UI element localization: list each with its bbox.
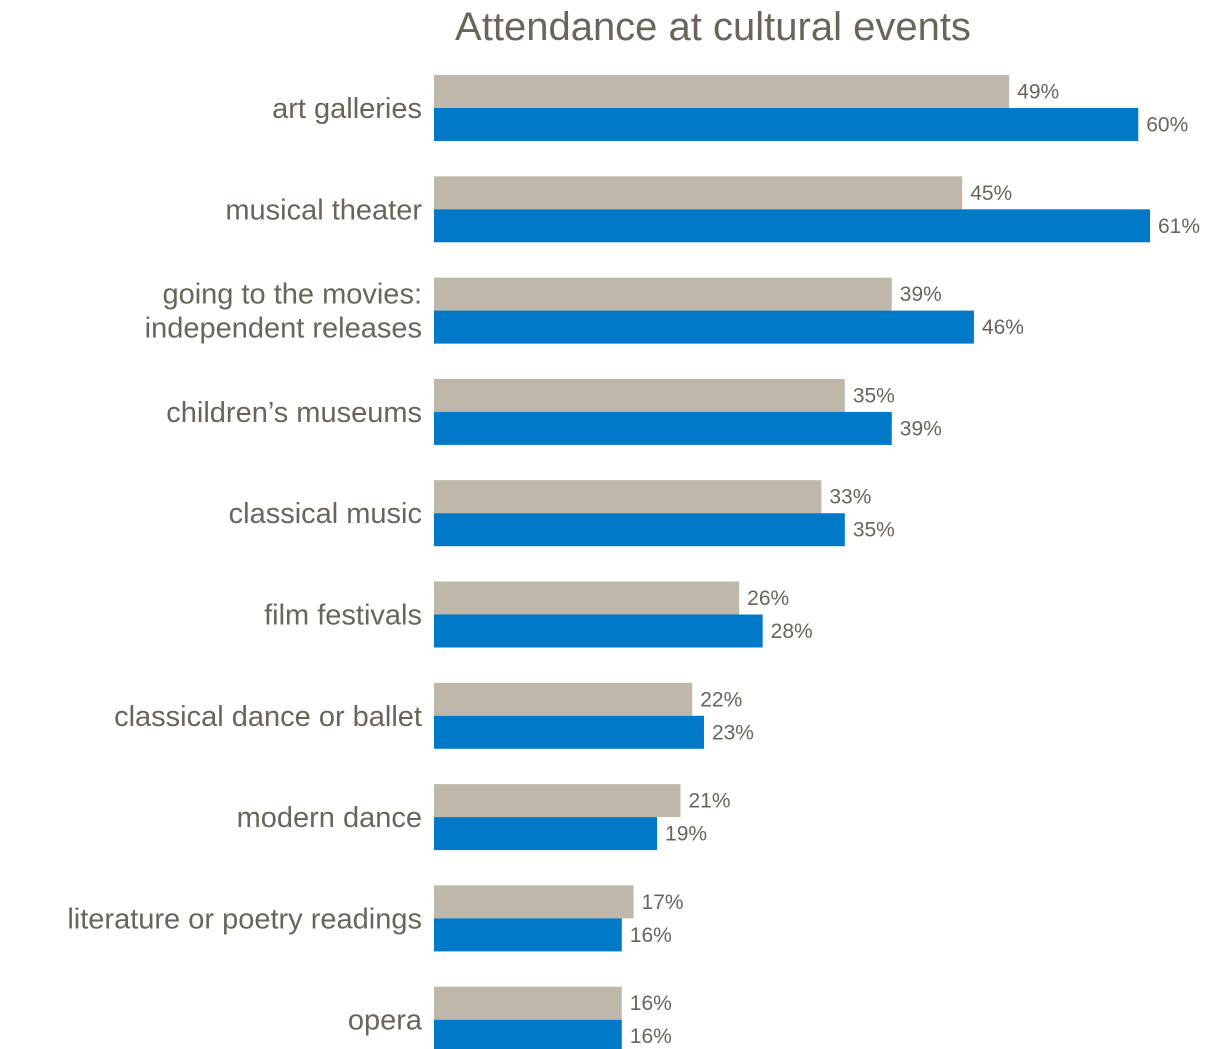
value-label-gray-7: 21% bbox=[688, 790, 730, 813]
category-label-2-line-0: going to the movies: bbox=[162, 279, 422, 311]
category-label-6: classical dance or ballet bbox=[114, 701, 422, 733]
category-label-0: art galleries bbox=[272, 93, 422, 125]
value-label-gray-6: 22% bbox=[700, 688, 742, 711]
bars-layer bbox=[434, 75, 1150, 1049]
bar-gray-7 bbox=[434, 784, 681, 818]
bar-gray-6 bbox=[434, 682, 693, 716]
bar-gray-8 bbox=[434, 885, 634, 919]
value-label-blue-2: 46% bbox=[982, 316, 1024, 339]
category-label-1: musical theater bbox=[225, 194, 422, 226]
bar-blue-4 bbox=[434, 513, 845, 547]
bar-gray-9 bbox=[434, 986, 622, 1020]
value-label-blue-8: 16% bbox=[630, 924, 672, 947]
bar-gray-3 bbox=[434, 378, 845, 412]
value-label-blue-0: 60% bbox=[1146, 114, 1188, 137]
bar-blue-3 bbox=[434, 411, 892, 445]
value-label-gray-8: 17% bbox=[642, 891, 684, 914]
value-label-gray-5: 26% bbox=[747, 587, 789, 610]
value-label-gray-3: 35% bbox=[853, 384, 895, 407]
bar-gray-5 bbox=[434, 581, 740, 615]
bar-blue-1 bbox=[434, 209, 1150, 243]
labels-layer: 49% 60% art galleries 45% 61% musical theater… bbox=[67, 81, 1200, 1049]
bar-blue-5 bbox=[434, 614, 763, 648]
value-label-gray-1: 45% bbox=[970, 182, 1012, 205]
category-label-7: modern dance bbox=[237, 802, 422, 834]
value-label-gray-9: 16% bbox=[630, 992, 672, 1015]
value-label-blue-4: 35% bbox=[853, 519, 895, 542]
bar-blue-8 bbox=[434, 918, 622, 952]
value-label-blue-6: 23% bbox=[712, 721, 754, 744]
category-label-3: children’s museums bbox=[166, 397, 422, 429]
value-label-gray-0: 49% bbox=[1017, 81, 1059, 104]
value-label-blue-5: 28% bbox=[771, 620, 813, 643]
bar-blue-0 bbox=[434, 108, 1139, 141]
bar-gray-4 bbox=[434, 480, 822, 514]
value-label-blue-9: 16% bbox=[630, 1025, 672, 1048]
bar-gray-2 bbox=[434, 277, 892, 311]
bar-blue-7 bbox=[434, 817, 658, 851]
category-label-4: classical music bbox=[229, 498, 422, 530]
category-label-8: literature or poetry readings bbox=[67, 903, 422, 935]
category-label-9: opera bbox=[348, 1005, 423, 1037]
value-label-gray-4: 33% bbox=[829, 486, 871, 509]
category-label-5: film festivals bbox=[264, 600, 422, 632]
bar-blue-9 bbox=[434, 1019, 622, 1049]
bar-blue-2 bbox=[434, 310, 974, 344]
value-label-blue-7: 19% bbox=[665, 823, 707, 846]
category-label-2-line-1: independent releases bbox=[145, 313, 422, 345]
value-label-blue-1: 61% bbox=[1158, 215, 1200, 238]
value-label-blue-3: 39% bbox=[900, 417, 942, 440]
bar-gray-1 bbox=[434, 176, 963, 210]
value-label-gray-2: 39% bbox=[900, 283, 942, 306]
bar-blue-6 bbox=[434, 715, 704, 749]
chart-title: Attendance at cultural events bbox=[455, 5, 971, 49]
bar-gray-0 bbox=[434, 75, 1010, 108]
